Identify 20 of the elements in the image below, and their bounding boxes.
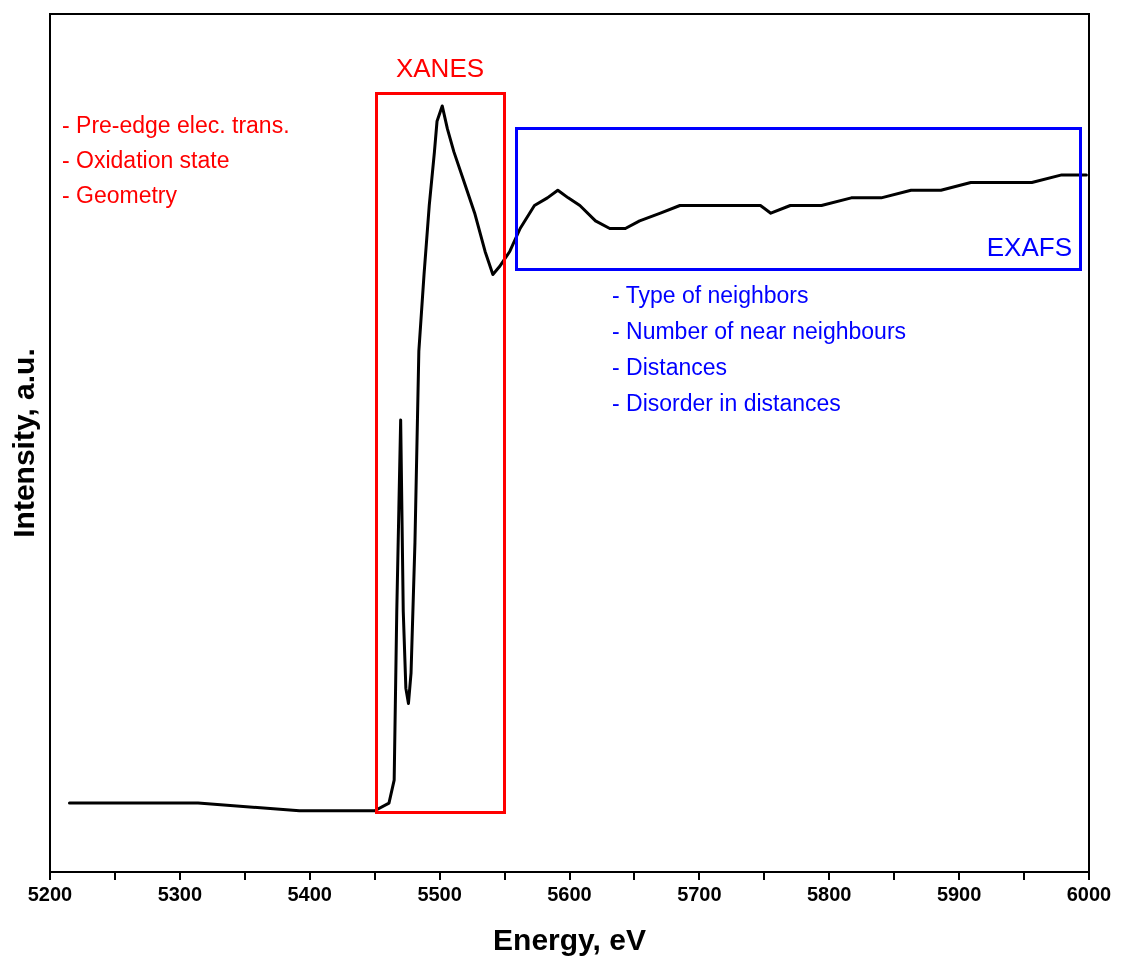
x-tick-label: 5900: [936, 882, 982, 905]
annotation: - Oxidation state: [62, 147, 230, 174]
x-tick-label: 6000: [1066, 882, 1112, 905]
x-tick-label: 5500: [417, 882, 462, 905]
text: XANES: [395, 53, 485, 84]
x-tick-label: 5600: [547, 882, 592, 905]
annotation: - Distances: [612, 354, 728, 381]
annotation: - Number of near neighbours: [612, 318, 907, 345]
annotation: - Geometry: [62, 182, 178, 209]
x-tick-label: 5300: [157, 882, 203, 905]
y-axis-title: Intensity, a.u.: [7, 348, 41, 538]
x-tick-label: 5700: [677, 882, 722, 905]
annotation: - Pre-edge elec. trans.: [62, 112, 290, 139]
x-tick-label: 5400: [287, 882, 332, 905]
annotation: EXAFS: [986, 232, 1072, 263]
x-tick-label: 5200: [27, 882, 73, 905]
x-tick-label: 5800: [807, 882, 852, 905]
annotation: - Type of neighbors: [612, 282, 809, 309]
x-axis-title: Energy, eV: [493, 923, 646, 957]
annotation: - Disorder in distances: [612, 390, 841, 417]
